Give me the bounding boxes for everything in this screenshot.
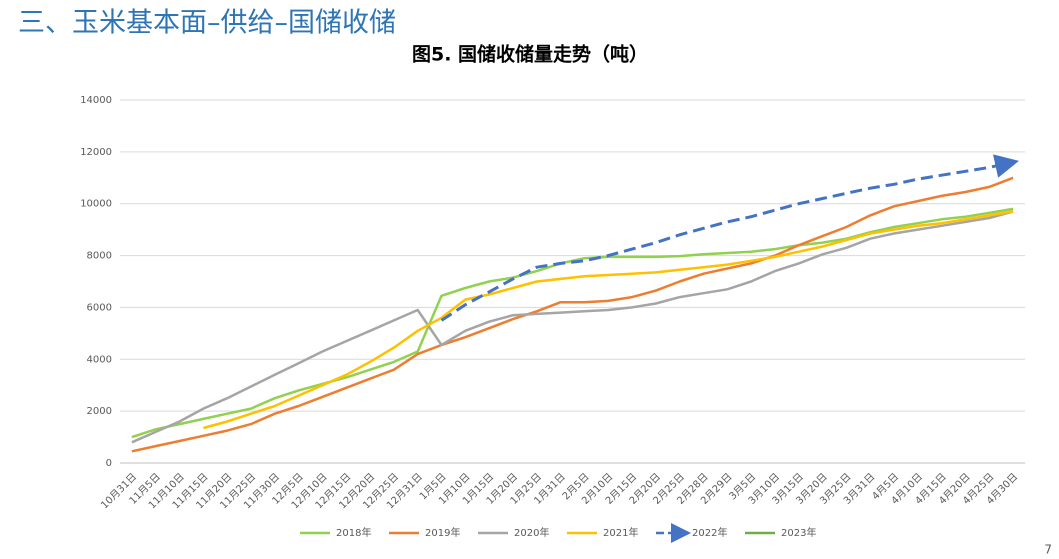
y-tick-label: 12000 bbox=[80, 147, 112, 158]
series-line bbox=[131, 210, 1014, 444]
legend-label: 2021年 bbox=[603, 526, 638, 539]
page-number: 7 bbox=[1044, 543, 1052, 557]
y-tick-label: 4000 bbox=[87, 354, 112, 365]
series-line bbox=[440, 154, 1019, 322]
y-tick-label: 10000 bbox=[80, 199, 112, 210]
legend-label: 2020年 bbox=[514, 526, 549, 539]
legend-label: 2022年 bbox=[692, 526, 727, 539]
chart-title: 图5. 国储收储量走势（吨） bbox=[412, 43, 648, 66]
legend-label: 2018年 bbox=[336, 526, 371, 539]
series-line bbox=[203, 210, 1014, 430]
y-tick-label: 14000 bbox=[80, 95, 112, 106]
y-tick-label: 2000 bbox=[87, 406, 112, 417]
y-tick-label: 0 bbox=[106, 458, 112, 469]
legend-label: 2023年 bbox=[781, 526, 816, 539]
y-tick-label: 6000 bbox=[87, 302, 112, 313]
legend-label: 2019年 bbox=[425, 526, 460, 539]
series-line bbox=[131, 207, 1014, 439]
y-tick-label: 8000 bbox=[87, 251, 112, 262]
series-line bbox=[131, 176, 1014, 453]
slide-heading: 三、玉米基本面–供给–国储收储 bbox=[18, 8, 396, 39]
